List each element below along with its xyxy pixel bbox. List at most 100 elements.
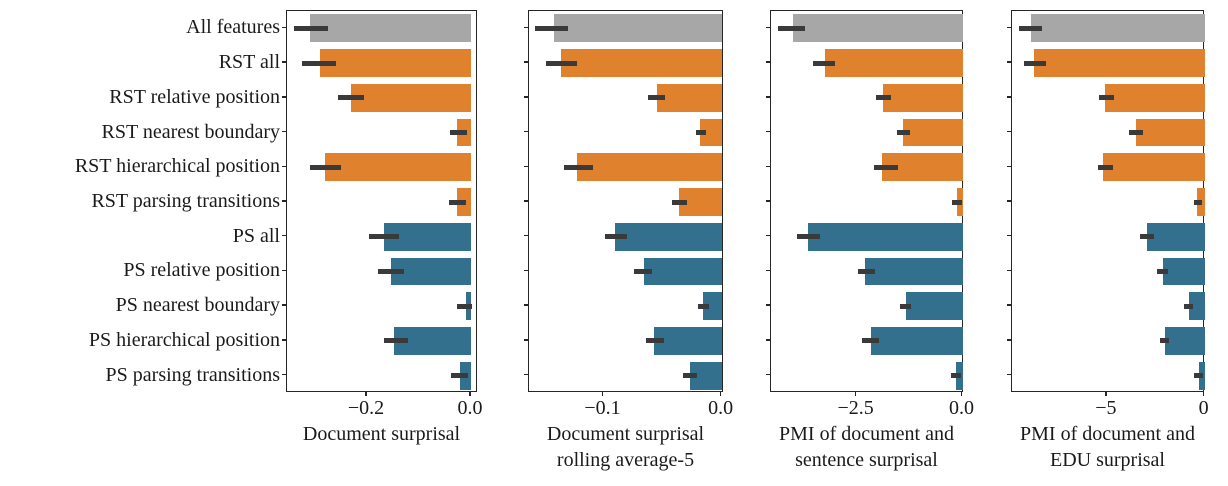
error-bar <box>1140 234 1154 240</box>
error-bar <box>1184 303 1193 309</box>
error-bar <box>294 25 329 31</box>
y-tick-mark <box>282 269 286 272</box>
y-tick-mark <box>1007 130 1011 133</box>
y-tick-mark <box>524 373 528 376</box>
bar <box>553 14 722 43</box>
error-bar <box>951 373 961 379</box>
error-bar <box>1098 164 1113 170</box>
bar <box>1104 83 1205 112</box>
error-bar <box>646 338 664 344</box>
y-tick-mark <box>1007 304 1011 306</box>
error-bar <box>634 268 652 274</box>
x-tick-mark <box>719 392 722 396</box>
error-bar <box>698 303 709 309</box>
error-bar <box>897 130 910 136</box>
y-tick-mark <box>282 304 286 306</box>
bar <box>793 14 963 43</box>
y-tick-mark <box>1007 373 1011 376</box>
error-bar <box>873 164 898 170</box>
bar <box>870 327 963 355</box>
error-bar <box>545 60 578 66</box>
y-tick-mark <box>766 26 770 29</box>
x-tick-mark <box>1105 392 1107 396</box>
y-tick-mark <box>1007 96 1011 98</box>
y-tick-mark <box>1007 339 1011 341</box>
y-tick-mark <box>524 269 528 272</box>
bar <box>615 222 722 251</box>
bar <box>1102 153 1205 182</box>
x-axis-label-line: PMI of document and <box>1020 423 1195 445</box>
error-bar <box>450 130 467 136</box>
error-bar <box>456 303 472 309</box>
y-tick-mark <box>524 165 528 168</box>
error-bar <box>682 373 697 379</box>
y-tick-mark <box>282 96 286 98</box>
y-tick-label: PS all <box>232 224 280 247</box>
plot-panel-1 <box>286 10 477 392</box>
y-tick-mark <box>1007 200 1011 202</box>
x-tick-mark <box>854 392 857 396</box>
error-bar <box>778 25 805 31</box>
y-tick-mark <box>766 234 770 237</box>
y-tick-label: All features <box>186 16 280 39</box>
x-tick-label: 0.0 <box>457 397 483 419</box>
bar <box>808 222 963 251</box>
y-tick-label: PS nearest boundary <box>115 294 280 317</box>
error-bar <box>862 338 880 344</box>
error-bar <box>449 199 466 205</box>
x-axis-label: Document surprisal rolling average-5 <box>547 421 704 473</box>
x-tick-label: 0.0 <box>708 397 734 419</box>
y-tick-mark <box>524 234 528 237</box>
bar <box>309 14 471 43</box>
error-bar <box>797 234 821 240</box>
y-tick-mark <box>1007 234 1011 237</box>
y-tick-mark <box>282 339 286 341</box>
bar <box>700 118 722 147</box>
bar <box>577 153 722 182</box>
error-bar <box>672 199 688 205</box>
y-tick-label: RST all <box>218 51 280 74</box>
error-bar <box>369 234 400 240</box>
y-tick-mark <box>282 373 286 376</box>
bar <box>1162 257 1205 286</box>
error-bar <box>451 373 468 379</box>
y-tick-label: PS parsing transitions <box>105 363 280 386</box>
error-bar <box>900 303 912 309</box>
plot-panel-2 <box>528 10 723 392</box>
x-axis-label-line: EDU surprisal <box>1050 449 1165 471</box>
error-bar <box>1023 60 1047 66</box>
bar <box>351 83 471 112</box>
x-tick-label: 0 <box>1198 397 1209 419</box>
x-tick-label: −5 <box>1095 397 1117 419</box>
x-tick-mark <box>1202 392 1205 396</box>
y-tick-mark <box>766 61 770 63</box>
bar <box>903 118 963 147</box>
y-tick-mark <box>524 26 528 29</box>
bar <box>1188 292 1205 321</box>
bar <box>325 153 471 182</box>
x-axis-label-line: PMI of document and <box>779 423 954 445</box>
bar <box>906 292 963 321</box>
bar <box>702 292 722 321</box>
bar <box>320 49 471 77</box>
y-tick-mark <box>282 130 286 133</box>
bar <box>1030 14 1205 43</box>
x-tick-label: −0.1 <box>584 397 621 419</box>
y-tick-mark <box>524 200 528 202</box>
y-tick-mark <box>282 200 286 202</box>
x-tick-mark <box>365 392 367 396</box>
y-tick-mark <box>766 96 770 98</box>
y-tick-mark <box>524 304 528 306</box>
bar <box>1164 327 1205 355</box>
x-axis-label: Document surprisal <box>303 421 460 447</box>
bar <box>560 49 722 77</box>
y-tick-mark <box>766 373 770 376</box>
bar <box>1146 222 1205 251</box>
bar <box>1034 49 1205 77</box>
error-bar <box>564 164 593 170</box>
y-tick-mark <box>524 61 528 63</box>
y-tick-mark <box>1007 26 1011 29</box>
y-tick-mark <box>282 61 286 63</box>
y-tick-mark <box>766 200 770 202</box>
